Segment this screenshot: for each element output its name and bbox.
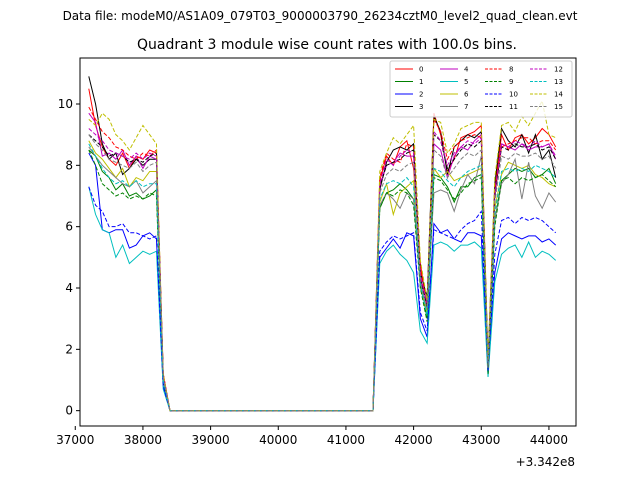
legend-label-6: 6 (464, 91, 469, 99)
legend-label-10: 10 (509, 91, 518, 99)
legend-label-11: 11 (509, 103, 518, 111)
legend-label-7: 7 (464, 103, 468, 111)
x-tick-label: 42000 (395, 433, 433, 447)
chart-suptitle: Data file: modeM0/AS1A09_079T03_90000037… (63, 9, 578, 23)
legend-label-1: 1 (419, 78, 423, 86)
legend-label-3: 3 (419, 103, 423, 111)
axes-frame (79, 57, 577, 427)
x-tick-label: 43000 (462, 433, 500, 447)
y-tick-label: 6 (65, 220, 73, 234)
x-tick-label: 40000 (259, 433, 297, 447)
x-tick-label: 39000 (192, 433, 230, 447)
legend-label-15: 15 (554, 103, 563, 111)
legend-label-5: 5 (464, 78, 468, 86)
y-tick-label: 2 (65, 342, 73, 356)
plot-area (88, 76, 557, 412)
axes: 37000 38000 39000 40000 41000 42000 43000 44000… (56, 57, 577, 447)
x-tick-label: 37000 (56, 433, 94, 447)
legend-label-13: 13 (554, 78, 563, 86)
y-tick-label: 4 (65, 281, 73, 295)
legend-label-0: 0 (419, 66, 423, 74)
x-offset-label: +3.342e8 (516, 455, 575, 469)
x-tick-label: 38000 (124, 433, 162, 447)
x-tick-label: 44000 (530, 433, 568, 447)
y-tick-label: 0 (65, 404, 73, 418)
legend-label-12: 12 (554, 66, 563, 74)
legend-label-9: 9 (509, 78, 513, 86)
chart-title: Quadrant 3 module wise count rates with … (137, 37, 517, 53)
legend-box (389, 60, 573, 118)
legend-label-2: 2 (419, 91, 423, 99)
legend-label-8: 8 (509, 66, 513, 74)
y-tick-label: 10 (58, 97, 73, 111)
series-line-15 (88, 134, 557, 412)
legend-label-14: 14 (554, 91, 563, 99)
y-tick-label: 8 (65, 158, 73, 172)
x-tick-label: 41000 (327, 433, 365, 447)
legend-label-4: 4 (464, 66, 469, 74)
